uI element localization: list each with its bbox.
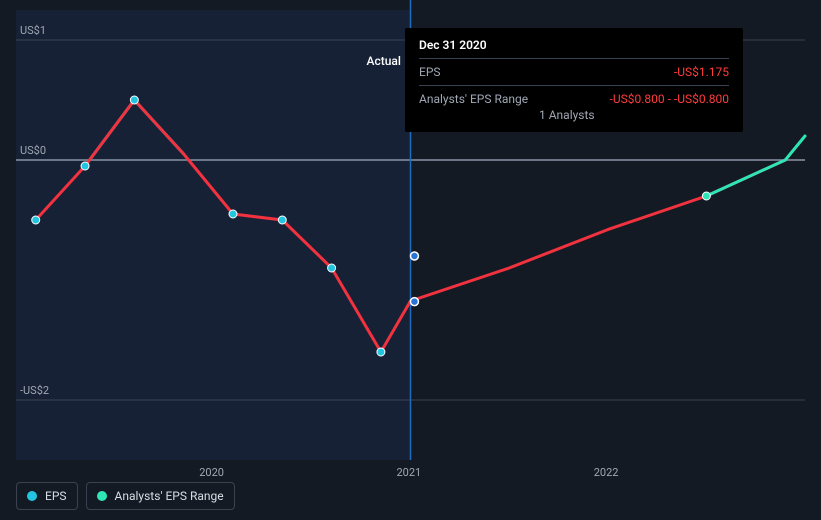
tooltip-analyst-count: 1 Analysts xyxy=(539,108,729,122)
tooltip-date: Dec 31 2020 xyxy=(419,38,729,52)
x-tick-label: 2022 xyxy=(594,466,619,479)
x-tick-label: 2020 xyxy=(199,466,224,479)
legend-dot-icon xyxy=(97,491,107,501)
legend-dot-icon xyxy=(27,491,37,501)
tooltip-row-label: EPS xyxy=(419,65,441,79)
eps-chart: Actual Analysts Forecasts US$1US$0-US$2 … xyxy=(0,0,821,520)
x-tick-label: 2021 xyxy=(397,466,422,479)
chart-tooltip: Dec 31 2020 EPS -US$1.175 Analysts' EPS Ra… xyxy=(405,28,743,132)
y-tick-label: US$0 xyxy=(20,144,46,157)
legend-item-range[interactable]: Analysts' EPS Range xyxy=(86,482,235,510)
y-tick-label: US$1 xyxy=(20,24,46,37)
tooltip-row-value: -US$0.800 - -US$0.800 xyxy=(610,92,729,106)
tooltip-divider xyxy=(419,85,729,86)
legend-item-eps[interactable]: EPS xyxy=(16,482,78,510)
tooltip-row: Analysts' EPS Range -US$0.800 - -US$0.800 xyxy=(419,92,729,106)
legend-label: Analysts' EPS Range xyxy=(115,489,224,503)
legend: EPS Analysts' EPS Range xyxy=(16,482,235,510)
y-tick-label: -US$2 xyxy=(20,384,49,397)
tooltip-divider xyxy=(419,58,729,59)
tooltip-row: EPS -US$1.175 xyxy=(419,65,729,79)
tooltip-row-label: Analysts' EPS Range xyxy=(419,92,528,106)
legend-label: EPS xyxy=(45,489,67,503)
tooltip-row-value: -US$1.175 xyxy=(674,65,729,79)
section-label-actual: Actual xyxy=(367,54,401,68)
